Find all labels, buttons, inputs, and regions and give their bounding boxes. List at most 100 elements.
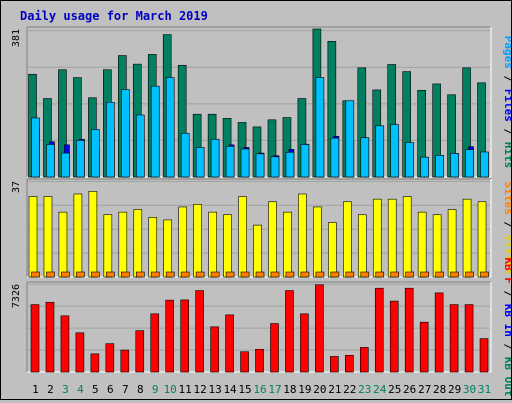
day-label: 20	[313, 383, 326, 396]
day-label: 23	[358, 383, 371, 396]
visits-bar	[133, 209, 143, 278]
day-label: 27	[418, 383, 431, 396]
pages-bar	[91, 129, 100, 178]
kbytes-bar	[374, 287, 384, 373]
sites-bar	[135, 271, 145, 278]
kb-panel-ymax-label: 7326	[11, 284, 22, 308]
kbytes-bar	[60, 315, 70, 373]
sites-bar	[390, 271, 400, 278]
day-label: 6	[107, 383, 114, 396]
visits-panel-legend-part: Sites	[502, 182, 511, 215]
kbytes-bar	[30, 304, 40, 373]
pages-bar	[405, 142, 414, 178]
visits-bar	[88, 191, 98, 278]
kbytes-bar	[165, 299, 175, 373]
sites-bar	[195, 271, 205, 278]
kbytes-bar	[404, 287, 414, 373]
pages-bar	[165, 77, 175, 178]
visits-bar	[283, 211, 292, 278]
visits-bar	[163, 219, 173, 278]
visits-bar	[193, 204, 202, 278]
kbytes-bar	[135, 330, 145, 373]
pages-bar	[31, 117, 40, 178]
kbytes-bar	[315, 284, 324, 373]
day-label: 31	[478, 383, 491, 396]
visits-bar	[447, 209, 457, 278]
visits-bar	[462, 198, 472, 278]
visits-panel-legend-part: /	[502, 215, 511, 235]
kbytes-bar	[389, 300, 399, 373]
day-label: 15	[238, 383, 251, 396]
visits-bar	[238, 196, 247, 278]
sites-bar	[270, 271, 280, 278]
kbytes-bar	[255, 348, 264, 373]
kb-panel-legend-part: KB F	[502, 257, 511, 284]
day-label: 19	[298, 383, 311, 396]
pages-bar	[315, 77, 325, 178]
day-label: 4	[77, 383, 84, 396]
sites-bar	[465, 271, 474, 278]
pages-bar	[285, 152, 295, 178]
pages-bar	[106, 101, 115, 178]
sites-bar	[330, 271, 340, 278]
day-label: 5	[92, 383, 99, 396]
kbytes-bar	[345, 354, 354, 373]
day-label: 29	[448, 383, 461, 396]
hits-panel-legend-part: Files	[502, 89, 511, 122]
visits-bar	[477, 201, 487, 278]
visits-bar	[253, 224, 262, 278]
visits-bar	[402, 196, 412, 278]
pages-bar	[46, 144, 55, 178]
pages-bar	[255, 153, 265, 178]
visits-bar	[387, 198, 397, 278]
day-label: 11	[179, 383, 192, 396]
sites-bar	[480, 271, 489, 278]
day-label: 12	[194, 383, 207, 396]
kbytes-bar	[464, 304, 474, 373]
day-label: 7	[122, 383, 129, 396]
kbytes-bar	[105, 343, 115, 373]
visits-bar	[73, 193, 83, 278]
sites-bar	[165, 271, 175, 278]
visits-bar	[208, 211, 217, 278]
day-label: 9	[152, 383, 159, 396]
hits-panel-legend: Pages / Files / Hits	[502, 36, 511, 169]
visits-bar	[298, 193, 307, 278]
pages-bar	[360, 137, 370, 178]
sites-bar	[106, 271, 115, 278]
kbytes-bar	[150, 313, 160, 373]
visits-bar	[328, 222, 337, 278]
pages-bar	[345, 100, 355, 178]
kbytes-bar	[195, 290, 204, 373]
kbytes-bar	[434, 292, 444, 373]
pages-bar	[240, 148, 250, 178]
pages-bar	[465, 149, 474, 178]
chart-title: Daily usage for March 2019	[20, 9, 208, 23]
kb-panel-legend-part: KB In	[502, 304, 511, 337]
kb-panel-legend-part: /	[502, 337, 511, 357]
kbytes-bar	[270, 323, 279, 373]
visits-bar	[148, 217, 158, 278]
hits-panel-legend-part: Hits	[502, 142, 511, 169]
sites-bar	[31, 271, 40, 278]
day-label: 18	[283, 383, 296, 396]
hits-panel-legend-part: /	[502, 122, 511, 142]
kbytes-bar	[45, 301, 55, 373]
day-label: 26	[403, 383, 416, 396]
day-label: 2	[47, 383, 54, 396]
hits-panel-legend-part: /	[502, 69, 511, 89]
sites-bar	[300, 271, 310, 278]
day-label: 8	[137, 383, 144, 396]
pages-bar	[480, 151, 489, 178]
day-label: 3	[62, 383, 69, 396]
kbytes-bar	[419, 321, 429, 373]
sites-bar	[121, 271, 130, 278]
sites-bar	[285, 271, 295, 278]
visits-panel-legend-part: Visits	[502, 235, 511, 275]
day-label: 28	[433, 383, 446, 396]
kbytes-bar	[285, 290, 294, 373]
day-label: 13	[208, 383, 221, 396]
sites-bar	[225, 271, 235, 278]
sites-bar	[61, 271, 70, 278]
